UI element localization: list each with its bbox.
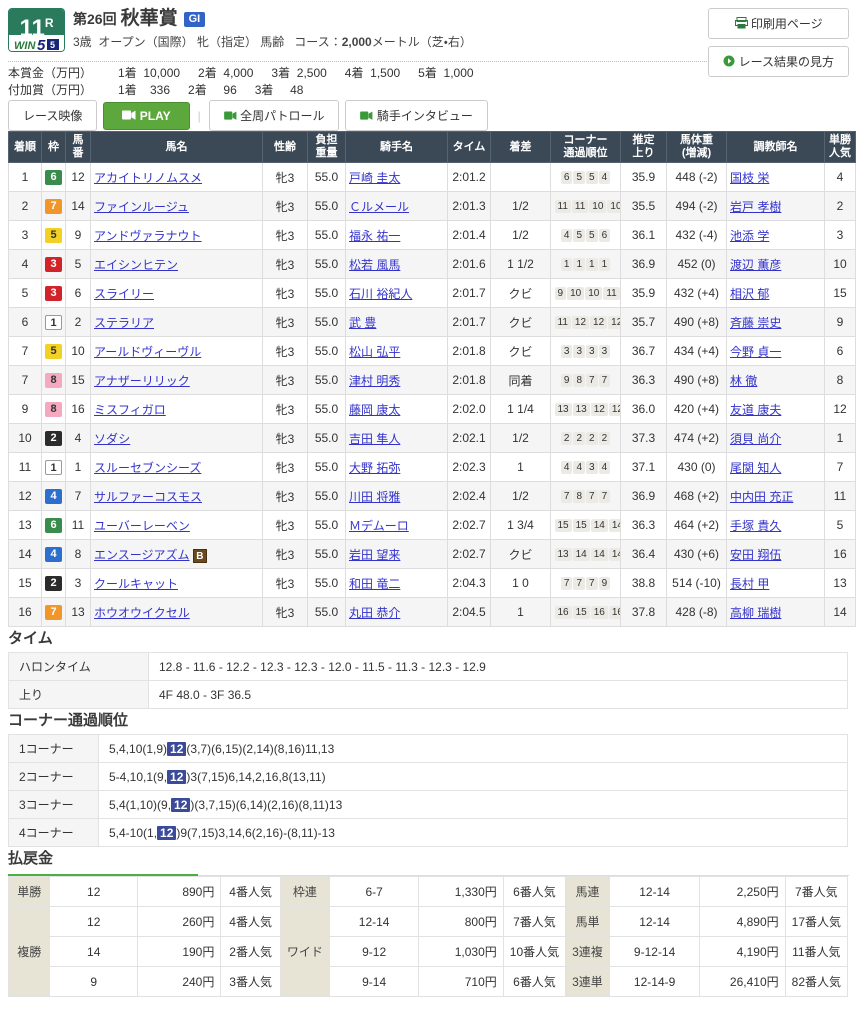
svg-text:WIN: WIN [14,40,36,52]
svg-text:5: 5 [50,40,55,50]
svg-text:5: 5 [37,37,46,52]
